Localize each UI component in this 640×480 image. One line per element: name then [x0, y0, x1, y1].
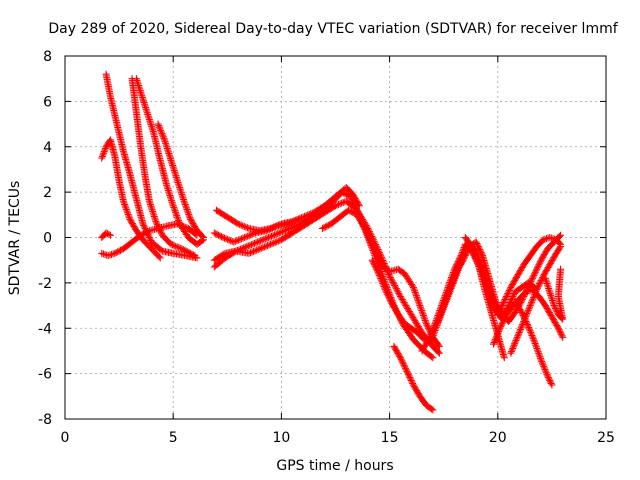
data-point	[185, 211, 192, 218]
data-point	[416, 302, 423, 309]
y-tick-label: -4	[38, 321, 52, 337]
data-point	[532, 340, 539, 347]
data-point	[413, 294, 420, 301]
data-point	[173, 210, 180, 217]
data-point	[532, 342, 539, 349]
data-point	[98, 250, 105, 257]
data-point	[121, 199, 128, 206]
y-tick-label: -8	[38, 412, 52, 428]
data-point	[412, 291, 419, 298]
y-tick-label: 4	[43, 140, 52, 156]
x-tick-label: 15	[381, 430, 399, 446]
data-point	[100, 250, 107, 257]
data-point	[185, 209, 192, 216]
data-point	[546, 234, 553, 241]
data-points	[98, 71, 566, 414]
data-point	[557, 266, 564, 273]
data-point	[171, 207, 178, 214]
data-point	[172, 209, 179, 216]
data-point	[122, 204, 129, 211]
data-point	[121, 201, 128, 208]
data-point	[98, 155, 105, 162]
y-tick-label: 2	[43, 185, 52, 201]
x-tick-label: 20	[489, 430, 507, 446]
data-point	[101, 148, 108, 155]
data-point	[183, 206, 190, 213]
data-point	[171, 206, 178, 213]
x-tick-label: 5	[169, 430, 178, 446]
data-point	[412, 289, 419, 296]
data-point	[100, 150, 107, 157]
y-tick-label: 8	[43, 49, 52, 65]
x-tick-label: 10	[272, 430, 290, 446]
data-point	[122, 203, 129, 210]
data-point	[421, 314, 428, 321]
y-tick-label: 6	[43, 94, 52, 110]
data-point	[170, 202, 177, 209]
data-point	[181, 199, 188, 206]
chart: Day 289 of 2020, Sidereal Day-to-day VTE…	[0, 0, 640, 480]
data-point	[534, 347, 541, 354]
data-point	[182, 201, 189, 208]
data-point	[421, 315, 428, 322]
data-point	[501, 354, 508, 361]
chart-title: Day 289 of 2020, Sidereal Day-to-day VTE…	[48, 21, 618, 37]
data-point	[413, 292, 420, 299]
data-point	[99, 153, 106, 160]
data-point	[416, 300, 423, 307]
data-point	[108, 251, 115, 258]
data-point	[417, 304, 424, 311]
data-point	[184, 208, 191, 215]
data-point	[419, 310, 426, 317]
x-tick-label: 0	[61, 430, 70, 446]
data-point	[533, 343, 540, 350]
data-point	[174, 214, 181, 221]
data-point	[418, 307, 425, 314]
y-axis-label: SDTVAR / TECUs	[7, 181, 23, 296]
data-point	[170, 204, 177, 211]
data-point	[535, 350, 542, 357]
y-tick-label: 0	[43, 231, 52, 247]
series-arc-7	[98, 229, 114, 241]
data-point	[415, 299, 422, 306]
data-point	[105, 252, 112, 259]
data-point	[173, 212, 180, 219]
data-point	[181, 198, 188, 205]
data-point	[414, 295, 421, 302]
data-point	[183, 204, 190, 211]
data-point	[535, 348, 542, 355]
data-point	[419, 309, 426, 316]
data-point	[100, 151, 107, 158]
data-point	[415, 297, 422, 304]
x-axis-label: GPS time / hours	[276, 458, 393, 474]
data-point	[120, 198, 127, 205]
y-tick-label: -6	[38, 367, 52, 383]
data-point	[124, 209, 131, 216]
data-point	[123, 208, 130, 215]
x-tick-label: 25	[597, 430, 615, 446]
data-point	[420, 312, 427, 319]
data-point	[537, 355, 544, 362]
data-point	[536, 353, 543, 360]
data-point	[418, 305, 425, 312]
data-point	[536, 352, 543, 359]
data-point	[106, 252, 113, 259]
data-point	[102, 251, 109, 258]
data-point	[123, 206, 130, 213]
data-point	[533, 345, 540, 352]
y-tick-label: -2	[38, 276, 52, 292]
data-point	[125, 211, 132, 218]
data-point	[182, 203, 189, 210]
